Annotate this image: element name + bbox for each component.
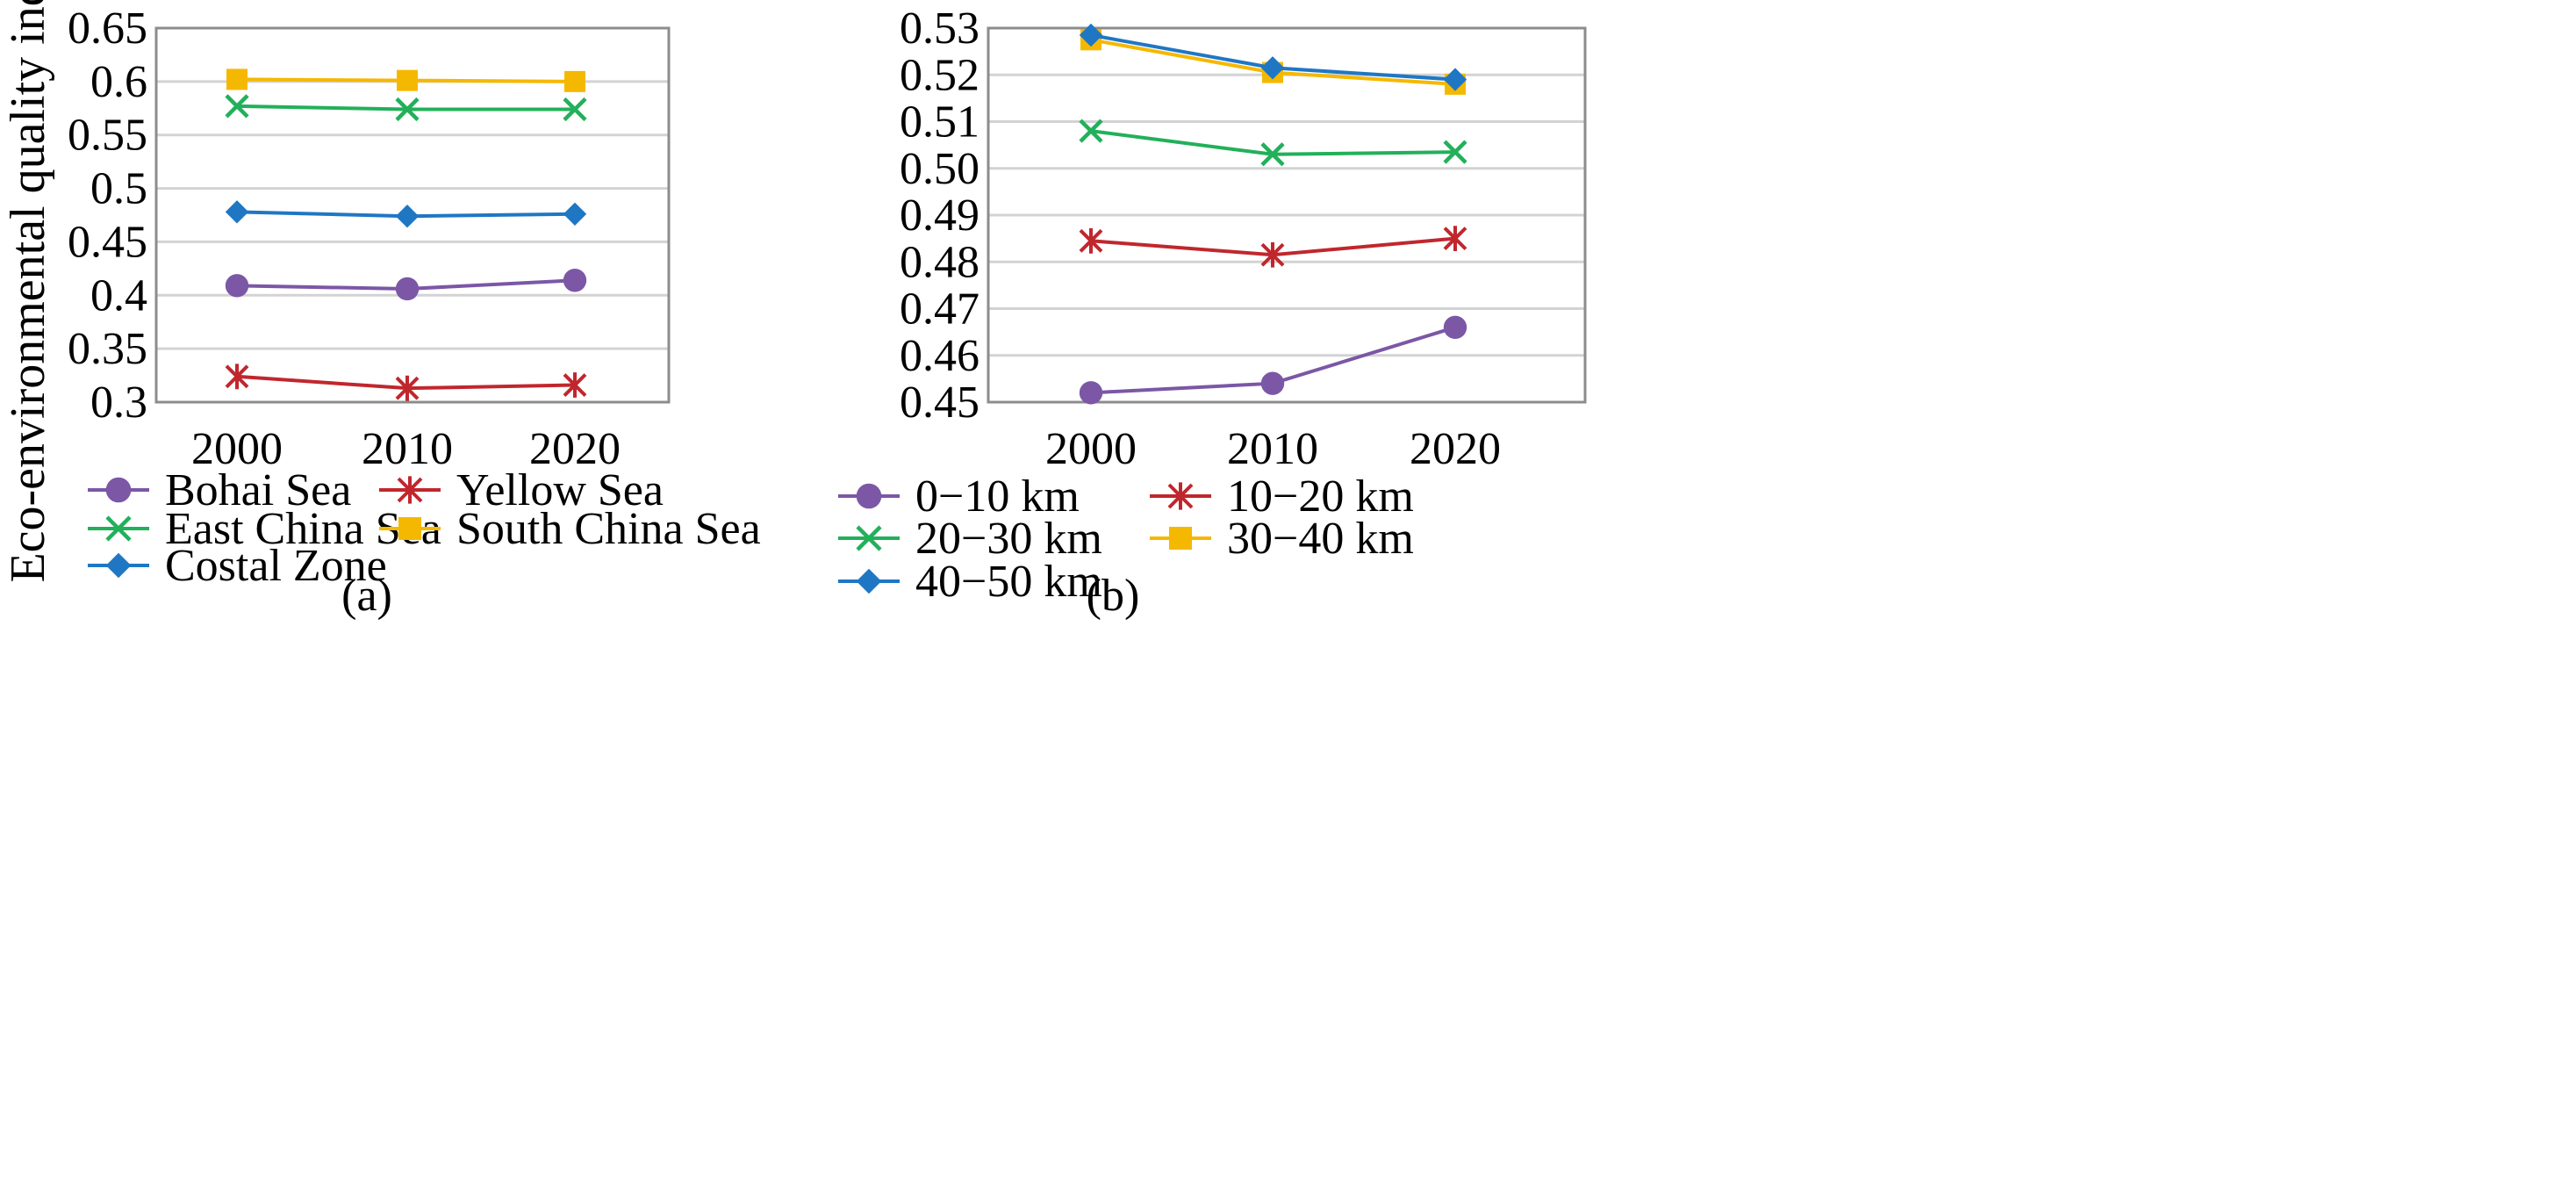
legend-label: Yellow Sea [456,465,664,515]
series-bohai-sea [225,269,587,301]
legend-marker [105,477,132,503]
y-tick-label: 0.4 [90,270,147,320]
y-tick-label: 0.45 [68,217,147,267]
data-point [1079,381,1103,405]
y-tick-label: 0.49 [900,191,979,241]
legend-label: Costal Zone [165,541,387,591]
chart-panel-a: 0.30.350.40.450.50.550.60.65 2000 2010 2020… [1,0,761,621]
data-point [395,97,420,122]
y-tick-label: 0.47 [900,284,979,335]
y-tick-label: 0.55 [68,111,147,161]
data-point [563,202,587,226]
legend-entry: 30−40 km [1150,514,1414,564]
series-10-20-km [1079,226,1467,268]
legend-entry: Yellow Sea [379,465,664,515]
legend-marker [856,525,882,551]
plot-frame [987,26,1587,404]
data-point [225,94,249,119]
legend-marker [856,483,882,509]
series-0-10-km [1079,315,1467,405]
data-point [395,277,420,301]
legend-entry: 10−20 km [1150,472,1414,522]
data-point [1260,56,1285,80]
legend-marker [1167,482,1194,510]
y-tick-label: 0.52 [900,50,979,100]
chart-panel-b: 0.450.460.470.480.490.500.510.520.53 2000… [838,4,1587,621]
data-point [1079,119,1103,143]
x-tick-label: 2020 [1410,424,1501,474]
data-point [225,364,249,390]
data-point [397,69,418,91]
y-tick-label: 0.53 [900,4,979,54]
data-point [1443,68,1467,91]
legend-marker [1169,527,1192,550]
y-tick-label: 0.51 [900,97,979,148]
data-point [1260,142,1285,167]
y-tick-label: 0.46 [900,331,979,381]
data-point [226,68,248,90]
data-point [225,200,249,224]
data-point [1443,226,1467,252]
legend-entry: South China Sea [379,504,761,554]
x-tick-label: 2010 [1227,424,1318,474]
series-south-china-sea [226,68,585,92]
legend-marker [105,552,132,579]
panel-caption: (a) [341,571,392,621]
y-tick-label: 0.35 [68,324,147,374]
data-point [1079,227,1103,254]
legend-label: 0−10 km [915,472,1080,522]
x-tick-label: 2000 [1045,424,1137,474]
legend-label: 40−50 km [915,557,1102,607]
legend-entry: Bohai Sea [88,465,351,515]
data-point [1079,23,1103,47]
legend-entry: 0−10 km [838,472,1080,522]
plot-frame [154,26,671,404]
x-tick-label: 2020 [529,424,621,474]
data-point [395,375,420,401]
legend-label: South China Sea [456,504,761,554]
legend-entry: Costal Zone [88,541,387,591]
y-tick-label: 0.45 [900,378,979,428]
legend-marker [856,568,882,594]
data-point [225,274,249,298]
legend-marker [398,517,421,540]
series-costal-zone [225,200,587,228]
legend-entry: 20−30 km [838,514,1102,564]
series-yellow-sea [225,364,587,401]
y-axis-label: Eco-environmental quality index [1,0,55,583]
legend-label: Bohai Sea [165,465,351,515]
series-20-30-km [1079,119,1467,167]
data-point [563,372,587,398]
x-tick-label: 2010 [362,424,453,474]
y-tick-label: 0.6 [90,57,147,107]
data-point [1443,140,1467,164]
series-40-50-km [1079,23,1467,91]
legend-label: 20−30 km [915,514,1102,564]
y-tick-label: 0.48 [900,237,979,287]
y-tick-label: 0.50 [900,144,979,194]
legend-entry: 40−50 km [838,557,1102,607]
panel-caption: (b) [1087,571,1140,621]
data-point [1443,315,1467,339]
legend-marker [397,476,423,504]
data-point [1260,241,1285,268]
y-tick-label: 0.3 [90,378,147,428]
series-east-china-sea [225,94,587,122]
legend-marker [105,515,132,542]
data-point [395,205,420,228]
data-point [563,97,587,122]
y-tick-label: 0.5 [90,164,147,214]
data-point [564,70,585,92]
data-point [1260,371,1285,395]
legend-label: 10−20 km [1227,472,1414,522]
data-point [563,269,587,292]
x-tick-label: 2000 [191,424,283,474]
legend-label: 30−40 km [1227,514,1414,564]
y-tick-label: 0.65 [68,4,147,54]
